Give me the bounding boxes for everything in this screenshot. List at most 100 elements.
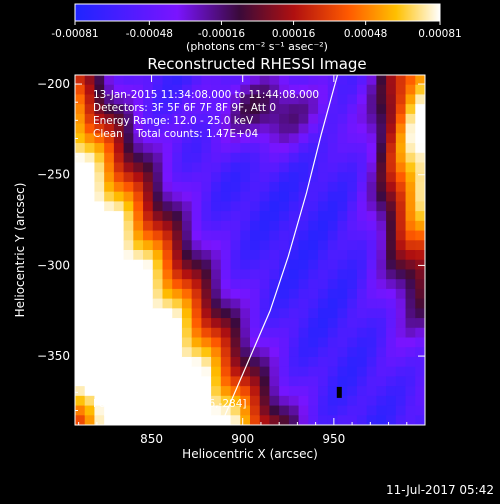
- heatmap-cell: [181, 113, 193, 125]
- heatmap-cell: [395, 288, 407, 300]
- heatmap-cell: [104, 376, 115, 387]
- heatmap-cell: [415, 318, 425, 329]
- heatmap-cell: [240, 395, 251, 407]
- heatmap-cell: [211, 211, 222, 222]
- heatmap-cell: [113, 152, 125, 164]
- heatmap-cell: [143, 220, 154, 232]
- heatmap-cell: [366, 269, 377, 280]
- heatmap-cell: [279, 113, 290, 125]
- heatmap-cell: [104, 211, 115, 222]
- heatmap-cell: [113, 220, 125, 232]
- heatmap-cell: [123, 123, 134, 134]
- heatmap-cell: [376, 347, 387, 358]
- heatmap-cell: [152, 347, 164, 358]
- heatmap-cell: [415, 366, 425, 377]
- heatmap-cell: [84, 269, 96, 280]
- heatmap-cell: [395, 327, 407, 339]
- heatmap-cell: [327, 75, 339, 86]
- heatmap-cell: [220, 94, 232, 105]
- heatmap-cell: [327, 386, 339, 397]
- heatmap-cell: [94, 84, 105, 96]
- heatmap-cell: [327, 94, 339, 105]
- heatmap-cell: [123, 337, 134, 348]
- heatmap-cell: [211, 104, 222, 115]
- heatmap-cell: [172, 308, 183, 319]
- heatmap-cell: [123, 405, 134, 416]
- heatmap-cell: [104, 191, 115, 202]
- heatmap-cell: [220, 347, 232, 358]
- heatmap-cell: [201, 415, 212, 425]
- heatmap-cell: [211, 327, 222, 339]
- heatmap-cell: [230, 288, 241, 300]
- heatmap-cell: [230, 337, 241, 348]
- heatmap-cell: [395, 395, 407, 407]
- heatmap-cell: [133, 288, 144, 300]
- heatmap-cell: [259, 94, 271, 105]
- heatmap-cell: [75, 84, 86, 96]
- heatmap-cell: [259, 405, 271, 416]
- heatmap-cell: [84, 415, 96, 425]
- heatmap-cell: [230, 94, 241, 105]
- heatmap-cell: [415, 230, 425, 241]
- heatmap-cell: [240, 327, 251, 339]
- heatmap-cell: [347, 220, 358, 232]
- heatmap-cell: [356, 201, 368, 212]
- heatmap-cell: [386, 123, 397, 134]
- heatmap-cell: [240, 366, 251, 377]
- heatmap-cell: [366, 75, 377, 86]
- heatmap-cell: [181, 337, 193, 348]
- heatmap-cell: [123, 259, 134, 271]
- heatmap-cell: [201, 308, 212, 319]
- heatmap-cell: [308, 386, 319, 397]
- heatmap-cell: [220, 395, 232, 407]
- heatmap-cell: [211, 298, 222, 309]
- heatmap-cell: [172, 113, 183, 125]
- heatmap-cell: [152, 211, 164, 222]
- heatmap-cell: [376, 201, 387, 212]
- heatmap-cell: [386, 104, 397, 115]
- heatmap-cell: [113, 84, 125, 96]
- heatmap-cell: [288, 220, 300, 232]
- heatmap-cell: [143, 123, 154, 134]
- heatmap-cell: [269, 220, 280, 232]
- heatmap-cell: [327, 162, 339, 173]
- heatmap-cell: [152, 318, 164, 329]
- heatmap-cell: [162, 337, 173, 348]
- heatmap-cell: [356, 240, 368, 251]
- heatmap-cell: [75, 133, 86, 144]
- heatmap-cell: [230, 230, 241, 241]
- heatmap-cell: [250, 259, 261, 271]
- heatmap-cell: [152, 201, 164, 212]
- heatmap-cell: [230, 240, 241, 251]
- heatmap-cell: [288, 94, 300, 105]
- heatmap-cell: [259, 337, 271, 348]
- heatmap-cell: [366, 94, 377, 105]
- heatmap-cell: [104, 308, 115, 319]
- heatmap-cell: [288, 376, 300, 387]
- heatmap-cell: [386, 337, 397, 348]
- heatmap-cell: [288, 356, 300, 368]
- heatmap-cell: [288, 318, 300, 329]
- heatmap-cell: [201, 181, 212, 193]
- heatmap-cell: [94, 104, 105, 115]
- heatmap-cell: [152, 250, 164, 261]
- heatmap-cell: [337, 279, 348, 290]
- heatmap-cell: [318, 152, 329, 164]
- heatmap-cell: [250, 318, 261, 329]
- heatmap-cell: [104, 395, 115, 407]
- heatmap-cell: [143, 376, 154, 387]
- heatmap-cell: [104, 250, 115, 261]
- heatmap-cell: [308, 75, 319, 86]
- heatmap-cell: [181, 318, 193, 329]
- heatmap-cell: [395, 337, 407, 348]
- heatmap-cell: [94, 113, 105, 125]
- heatmap-cell: [240, 220, 251, 232]
- heatmap-cell: [75, 376, 86, 387]
- heatmap-cell: [191, 288, 202, 300]
- heatmap-cell: [308, 250, 319, 261]
- heatmap-cell: [337, 405, 348, 416]
- heatmap-cell: [318, 376, 329, 387]
- heatmap-cell: [318, 327, 329, 339]
- heatmap-cell: [104, 337, 115, 348]
- heatmap-cell: [201, 220, 212, 232]
